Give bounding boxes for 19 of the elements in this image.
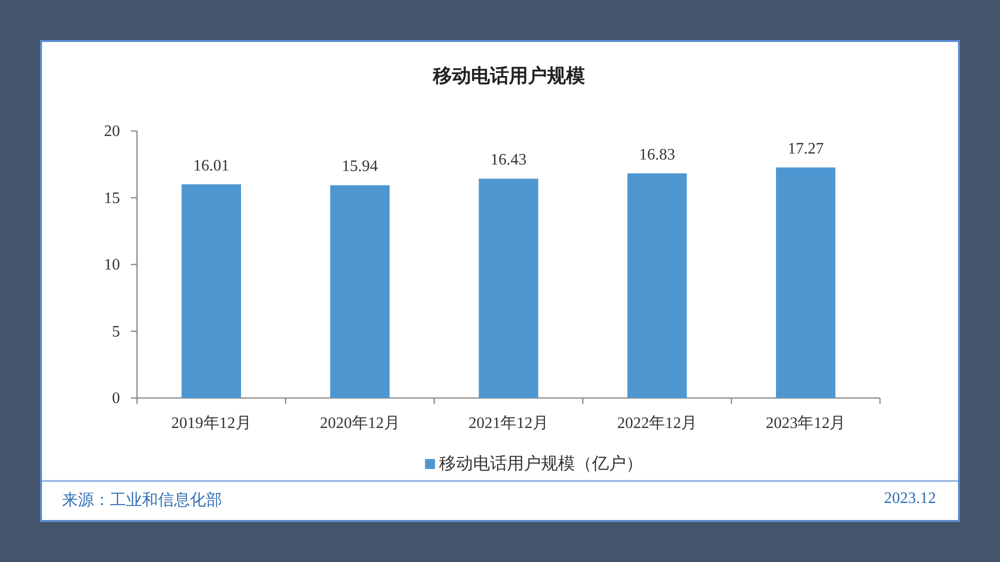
x-tick-label: 2023年12月 [766,415,846,432]
annotation: 来源：工业和信息化部 [62,490,222,511]
y-tick-label: 20 [104,123,120,140]
x-tick-label: 2022年12月 [617,415,698,432]
data-label: 16.01 [193,157,230,174]
annotation: 2023.12 [884,490,936,508]
title: 移动电话用户规模 [433,66,585,87]
x-tick-label: 2021年12月 [468,415,548,432]
y-tick-label: 0 [112,390,120,407]
data-label: 16.83 [639,146,676,164]
data-label: 17.27 [788,140,824,158]
x-tick-label: 2019年12月 [171,415,252,432]
data-label: 15.94 [342,158,378,176]
legend-label: 移动电话用户规模（亿户） [439,454,643,473]
data-label: 16.43 [490,152,526,169]
y-tick-label: 10 [104,256,120,274]
x-tick-label: 2020年12月 [320,415,400,432]
y-tick-label: 15 [104,190,120,207]
y-tick-label: 5 [112,323,120,340]
